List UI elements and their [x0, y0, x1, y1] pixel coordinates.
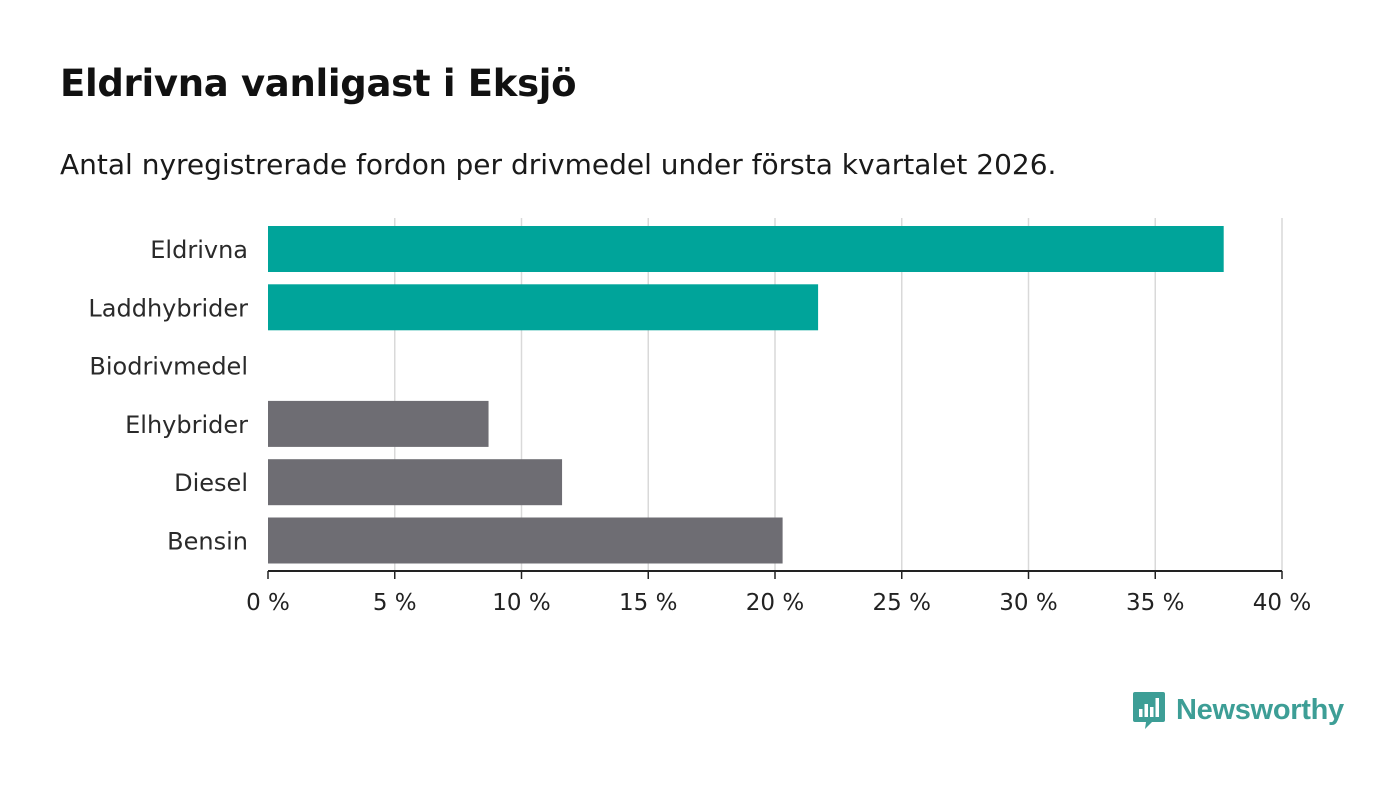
- gridlines: [394, 218, 1283, 571]
- newsworthy-logo-icon: [1133, 692, 1165, 729]
- bars: [268, 226, 1224, 564]
- chart-subtitle: Antal nyregistrerade fordon per drivmede…: [60, 148, 1057, 181]
- x-tick-label: 10 %: [492, 590, 550, 616]
- x-tick-label: 0 %: [246, 590, 290, 616]
- newsworthy-logo: Newsworthy: [1132, 690, 1344, 730]
- category-label: Laddhybrider: [88, 294, 248, 322]
- x-axis: 0 % 5 % 10 % 15 % 20 % 25 % 30 % 35 % 40 %: [246, 570, 1311, 616]
- logo-text: Newsworthy: [1176, 693, 1344, 726]
- x-tick-label: 5 %: [373, 590, 417, 616]
- category-label: Biodrivmedel: [89, 353, 248, 381]
- category-label: Elhybrider: [125, 411, 248, 439]
- bar-elhybrider: [268, 400, 489, 447]
- category-label: Diesel: [174, 469, 248, 497]
- category-label: Eldrivna: [150, 236, 248, 264]
- category-labels: Eldrivna Laddhybrider Biodrivmedel Elhybrid…: [88, 236, 248, 556]
- bar-laddhybrider: [268, 284, 819, 331]
- bar-eldrivna: [268, 226, 1224, 272]
- x-tick-label: 20 %: [746, 590, 804, 616]
- x-tick-label: 30 %: [999, 590, 1057, 616]
- chart-title: Eldrivna vanligast i Eksjö: [60, 62, 577, 105]
- bar-diesel: [268, 459, 563, 506]
- bar-bensin: [268, 517, 783, 564]
- x-tick-label: 25 %: [873, 590, 931, 616]
- x-tick-label: 35 %: [1126, 590, 1184, 616]
- x-tick-label: 15 %: [619, 590, 677, 616]
- x-tick-label: 40 %: [1253, 590, 1311, 616]
- category-label: Bensin: [167, 528, 248, 556]
